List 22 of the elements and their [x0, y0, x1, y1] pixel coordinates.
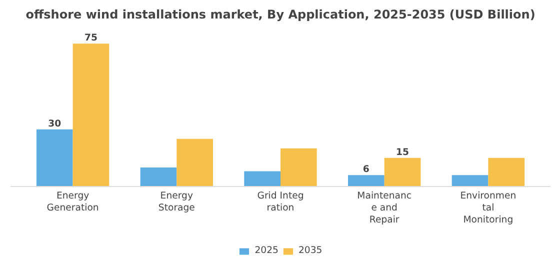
data-label: 6 — [362, 164, 370, 176]
bar — [176, 138, 213, 186]
x-tick-label: Grid Integ ration — [257, 190, 304, 214]
x-tick-label: Energy Generation — [46, 190, 99, 214]
data-label: 15 — [396, 146, 410, 158]
bar — [488, 158, 525, 186]
bar — [244, 171, 280, 186]
bar — [140, 167, 177, 186]
chart-title: offshore wind installations market, By Application, 2025-2035 (USD Billion) — [26, 8, 536, 22]
x-tick-label: Environmen tal Monitoring — [460, 190, 516, 226]
bar — [384, 158, 421, 186]
bar — [36, 129, 73, 186]
data-label: 75 — [84, 32, 98, 44]
data-label: 30 — [48, 118, 62, 130]
x-tick-label: Energy Storage — [158, 190, 196, 214]
bar — [280, 148, 317, 186]
bar — [72, 44, 110, 186]
legend-label: 2025 — [254, 245, 278, 256]
bar — [452, 175, 488, 186]
legend-label: 2035 — [298, 245, 322, 256]
x-tick-label: Maintenanc e and Repair — [357, 190, 412, 226]
bar — [348, 175, 384, 186]
